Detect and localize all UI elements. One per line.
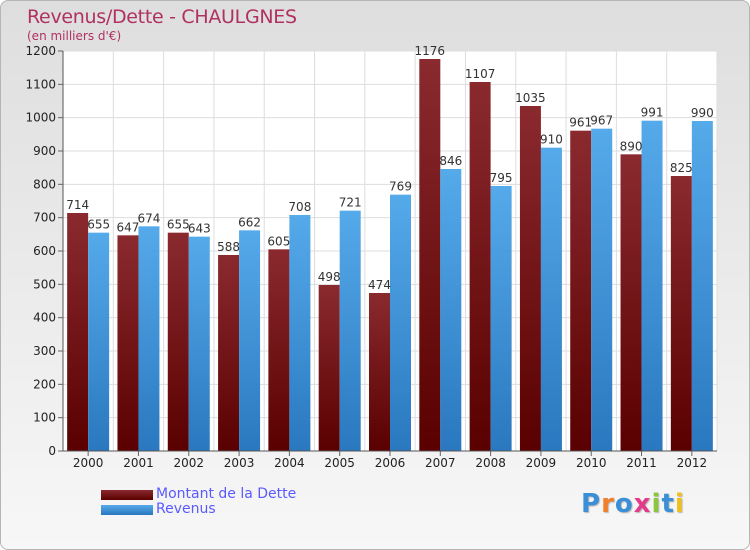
x-tick-label: 2002 (173, 456, 204, 470)
bar-revenus (239, 230, 261, 451)
value-label-revenus: 769 (389, 180, 412, 194)
y-tick-label: 400 (33, 311, 56, 325)
bar-debt (469, 82, 491, 451)
y-tick-label: 600 (33, 244, 56, 258)
bar-revenus (540, 147, 562, 451)
x-tick-label: 2007 (425, 456, 456, 470)
legend-swatch-revenus (101, 505, 153, 515)
x-tick-label: 2008 (475, 456, 506, 470)
y-tick-label: 200 (33, 377, 56, 391)
value-label-debt: 714 (66, 198, 89, 212)
value-label-revenus: 674 (138, 211, 161, 225)
y-tick-label: 1200 (25, 44, 56, 58)
bar-revenus (138, 226, 160, 451)
x-tick-label: 2006 (375, 456, 406, 470)
bar-revenus (88, 232, 110, 451)
logo-letter: i (674, 489, 685, 519)
y-tick-label: 1100 (25, 77, 56, 91)
y-tick-label: 700 (33, 211, 56, 225)
x-tick-label: 2000 (73, 456, 104, 470)
y-tick-label: 0 (48, 444, 56, 458)
bar-debt (570, 130, 592, 451)
bar-debt (218, 255, 240, 451)
logo-letter: o (614, 489, 634, 519)
logo-letter: r (601, 489, 615, 519)
x-tick-label: 2010 (576, 456, 607, 470)
legend-label-revenus: Revenus (156, 501, 216, 517)
value-label-debt: 498 (318, 270, 341, 284)
logo-letter: x (633, 489, 652, 519)
x-tick-label: 2011 (626, 456, 657, 470)
y-tick-label: 900 (33, 144, 56, 158)
value-label-revenus: 991 (641, 106, 664, 120)
bar-debt (419, 59, 441, 451)
bar-debt (167, 232, 189, 451)
bar-revenus (641, 120, 663, 452)
value-label-debt: 1107 (465, 67, 496, 81)
value-label-revenus: 910 (540, 133, 563, 147)
bar-revenus (440, 169, 462, 451)
chart-title: Revenus/Dette - CHAULGNES (27, 6, 297, 28)
y-tick-label: 300 (33, 344, 56, 358)
bar-debt (268, 249, 290, 451)
value-label-debt: 647 (117, 220, 140, 234)
logo-letter: i (651, 489, 662, 519)
x-tick-label: 2005 (324, 456, 355, 470)
bar-revenus (289, 215, 311, 451)
value-label-revenus: 643 (188, 222, 211, 236)
proxiti-logo: Proxiti (581, 489, 685, 519)
bar-revenus (591, 128, 613, 451)
bar-debt (670, 176, 692, 451)
value-label-revenus: 662 (238, 215, 261, 229)
chart-subtitle: (en milliers d'€) (27, 29, 122, 43)
bar-debt (369, 293, 390, 451)
value-label-debt: 655 (167, 218, 190, 232)
legend-swatch-debt (101, 490, 153, 500)
bar-debt (67, 213, 89, 451)
logo-letter: P (581, 489, 602, 519)
value-label-debt: 474 (368, 278, 391, 292)
value-label-revenus: 795 (490, 171, 513, 185)
bar-revenus (490, 186, 512, 451)
value-label-revenus: 708 (288, 200, 311, 214)
bar-debt (519, 106, 541, 451)
bar-debt (318, 285, 340, 451)
bar-debt (117, 235, 139, 451)
legend-label-debt: Montant de la Dette (156, 486, 297, 502)
value-label-debt: 890 (620, 139, 643, 153)
value-label-debt: 605 (267, 234, 290, 248)
value-label-revenus: 967 (590, 114, 613, 128)
value-label-debt: 1035 (515, 91, 546, 105)
y-tick-label: 800 (33, 177, 56, 191)
value-label-debt: 588 (217, 240, 240, 254)
value-label-revenus: 655 (87, 218, 110, 232)
bar-revenus (339, 210, 361, 451)
value-label-revenus: 846 (439, 154, 462, 168)
y-tick-label: 1000 (25, 111, 56, 125)
bar-revenus (188, 236, 210, 451)
logo-letter: t (661, 489, 675, 519)
y-tick-label: 100 (33, 411, 56, 425)
value-label-debt: 1176 (415, 44, 446, 58)
x-tick-label: 2012 (677, 456, 708, 470)
x-tick-label: 2001 (123, 456, 154, 470)
value-label-revenus: 721 (339, 196, 362, 210)
x-tick-label: 2004 (274, 456, 305, 470)
bar-revenus (390, 194, 411, 451)
x-tick-label: 2003 (224, 456, 255, 470)
x-tick-label: 2009 (526, 456, 557, 470)
bar-debt (620, 154, 642, 452)
value-label-debt: 825 (670, 161, 693, 175)
y-tick-label: 500 (33, 277, 56, 291)
value-label-debt: 961 (569, 116, 592, 130)
value-label-revenus: 990 (691, 106, 714, 120)
bar-revenus (691, 121, 713, 451)
